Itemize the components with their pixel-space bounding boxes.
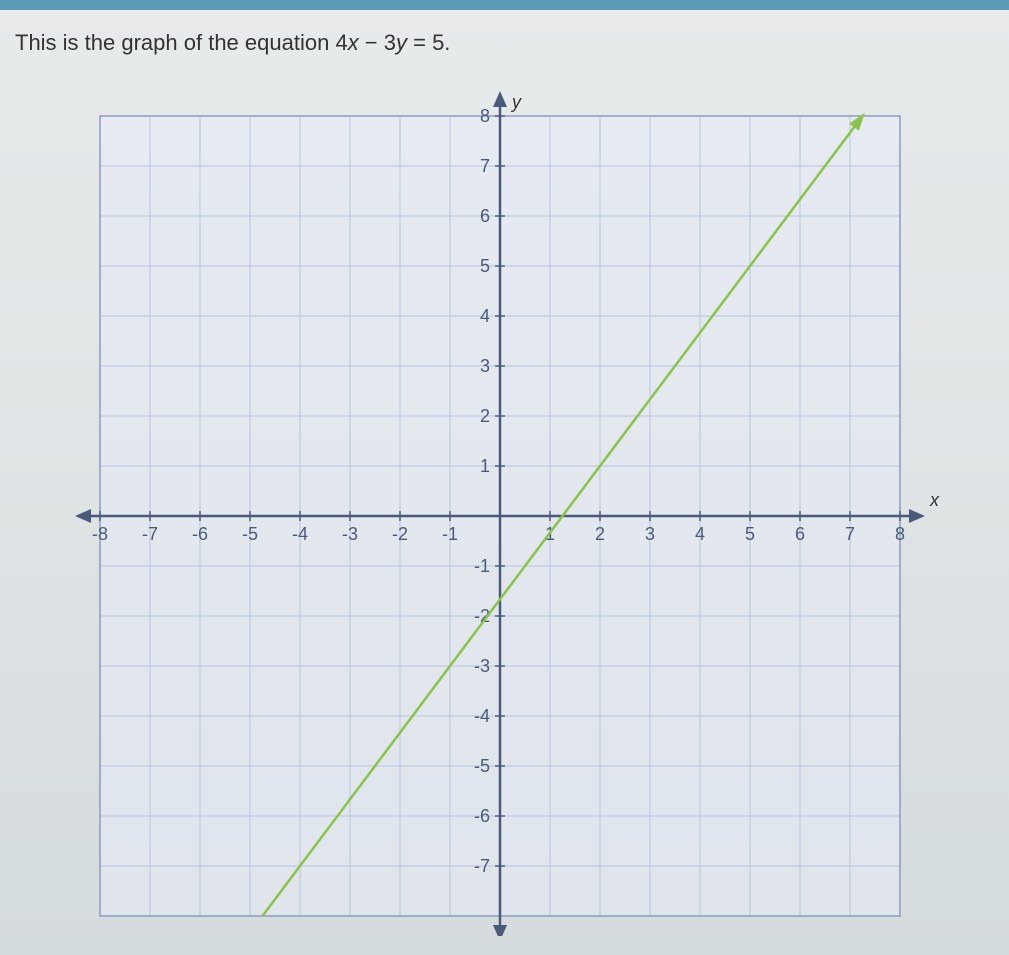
- x-axis-label: x: [929, 490, 940, 510]
- x-tick-label: -6: [192, 524, 208, 544]
- eq-part3: = 5.: [407, 30, 450, 55]
- problem-title: This is the graph of the equation 4x − 3…: [0, 10, 1009, 66]
- eq-part2: − 3: [359, 30, 396, 55]
- y-tick-label: -5: [474, 756, 490, 776]
- y-axis-label: y: [510, 92, 522, 112]
- chart-svg: -8-7-6-5-4-3-2-112345678-7-6-5-4-3-2-112…: [50, 86, 950, 936]
- x-tick-label: -8: [92, 524, 108, 544]
- x-tick-label: -2: [392, 524, 408, 544]
- x-tick-label: 7: [845, 524, 855, 544]
- x-tick-label: -1: [442, 524, 458, 544]
- y-tick-label: -4: [474, 706, 490, 726]
- y-tick-label: -6: [474, 806, 490, 826]
- x-tick-label: -7: [142, 524, 158, 544]
- top-border-bar: [0, 0, 1009, 10]
- y-tick-label: 6: [480, 206, 490, 226]
- eq-var-x: x: [348, 30, 359, 55]
- y-tick-label: 1: [480, 456, 490, 476]
- y-tick-label: -7: [474, 856, 490, 876]
- coordinate-chart: -8-7-6-5-4-3-2-112345678-7-6-5-4-3-2-112…: [50, 86, 950, 936]
- x-tick-label: 4: [695, 524, 705, 544]
- y-tick-label: 3: [480, 356, 490, 376]
- x-tick-label: 8: [895, 524, 905, 544]
- y-tick-label: 5: [480, 256, 490, 276]
- y-tick-label: 4: [480, 306, 490, 326]
- eq-var-y: y: [396, 30, 407, 55]
- x-tick-label: 2: [595, 524, 605, 544]
- axis-arrow: [909, 509, 925, 523]
- x-tick-label: -5: [242, 524, 258, 544]
- y-tick-label: 2: [480, 406, 490, 426]
- axis-arrow: [493, 91, 507, 107]
- eq-coef1: 4: [335, 30, 347, 55]
- x-tick-label: 5: [745, 524, 755, 544]
- x-tick-label: 3: [645, 524, 655, 544]
- x-tick-label: -3: [342, 524, 358, 544]
- axis-arrow: [493, 925, 507, 936]
- y-tick-label: 8: [480, 106, 490, 126]
- y-tick-label: -1: [474, 556, 490, 576]
- x-tick-label: -4: [292, 524, 308, 544]
- x-tick-label: 6: [795, 524, 805, 544]
- y-tick-label: 7: [480, 156, 490, 176]
- y-tick-label: -3: [474, 656, 490, 676]
- axis-arrow: [75, 509, 91, 523]
- title-prefix: This is the graph of the equation: [15, 30, 335, 55]
